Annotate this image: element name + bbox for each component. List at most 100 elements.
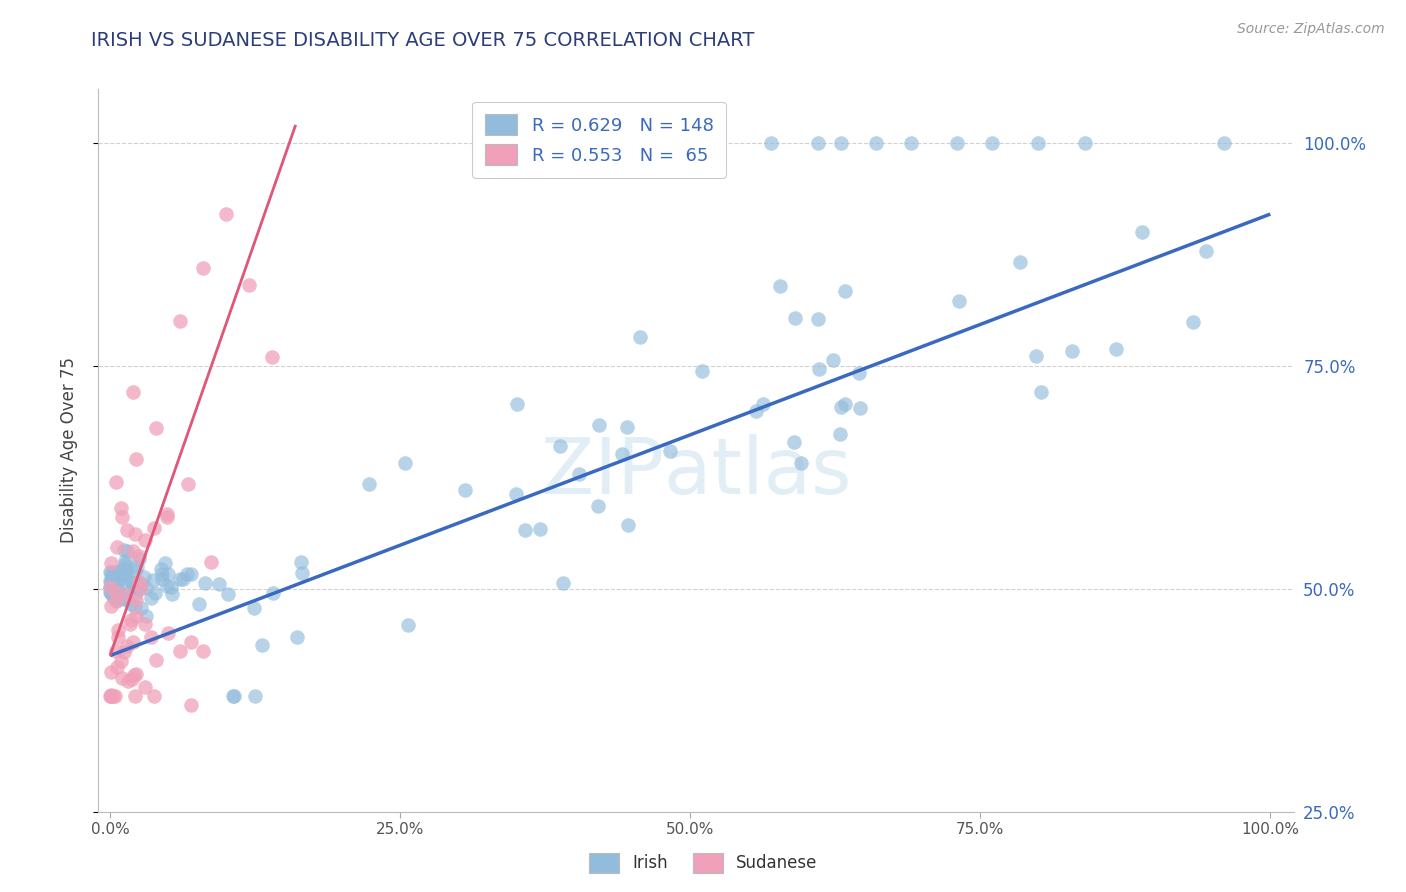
Point [104,575,127,590]
Point [98,574,121,588]
Point [848,401,870,415]
Point [172,572,194,586]
Point [117,639,139,653]
Point [107,564,129,578]
Point [529,522,551,536]
Point [551,575,574,590]
Point [128,549,150,563]
Point [156,579,179,593]
Point [291,566,314,581]
Point [117,674,139,689]
Point [115,543,138,558]
Point [124,581,146,595]
Point [142,520,165,534]
Point [145,421,167,435]
Point [396,617,419,632]
Y-axis label: Disability Age Over 75: Disability Age Over 75 [59,358,77,543]
Point [505,486,527,500]
Point [616,420,638,434]
Point [238,278,260,293]
Point [125,452,148,467]
Point [1025,349,1047,363]
Point [946,136,969,150]
Point [134,617,156,632]
Point [111,564,134,578]
Point [159,580,181,594]
Point [129,600,152,615]
Point [145,586,167,600]
Point [100,599,122,613]
Point [588,418,610,433]
Point [114,588,136,602]
Point [290,555,312,569]
Point [101,581,124,595]
Point [98,689,121,703]
Point [142,574,165,588]
Point [1212,136,1234,150]
Point [135,581,157,595]
Point [150,567,173,582]
Point [1060,344,1083,359]
Point [222,689,245,703]
Legend: R = 0.629   N = 148, R = 0.553   N =  65: R = 0.629 N = 148, R = 0.553 N = 65 [472,102,725,178]
Point [122,385,145,400]
Point [105,594,128,608]
Point [783,435,806,450]
Point [118,616,141,631]
Point [156,507,179,521]
Point [285,630,308,644]
Point [142,689,165,703]
Point [135,608,157,623]
Point [104,591,127,605]
Point [180,635,202,649]
Text: Source: ZipAtlas.com: Source: ZipAtlas.com [1237,22,1385,37]
Point [616,518,638,533]
Point [128,551,150,566]
Point [145,653,167,667]
Legend: Irish, Sudanese: Irish, Sudanese [582,847,824,880]
Point [124,592,146,607]
Point [1105,342,1128,356]
Point [104,644,127,658]
Point [110,501,132,516]
Point [900,136,922,150]
Point [104,689,127,703]
Point [122,668,145,682]
Point [114,553,136,567]
Point [103,566,125,580]
Point [152,572,174,586]
Point [628,329,651,343]
Point [790,456,813,470]
Point [98,584,121,599]
Point [105,589,128,603]
Point [357,476,380,491]
Point [105,582,128,597]
Point [191,260,214,275]
Text: IRISH VS SUDANESE DISABILITY AGE OVER 75 CORRELATION CHART: IRISH VS SUDANESE DISABILITY AGE OVER 75… [91,31,755,50]
Point [188,597,211,611]
Point [112,543,135,558]
Point [752,397,775,411]
Point [830,400,852,414]
Point [177,477,200,491]
Point [180,567,202,582]
Point [115,558,138,573]
Point [104,475,127,489]
Point [100,689,122,703]
Point [191,644,214,658]
Point [128,582,150,597]
Point [122,635,145,649]
Point [117,572,139,586]
Point [176,566,198,581]
Point [568,467,591,481]
Point [100,566,122,581]
Point [101,574,124,588]
Point [139,630,162,644]
Point [112,591,135,605]
Point [834,397,856,411]
Point [114,591,136,606]
Point [169,644,191,658]
Point [659,444,682,458]
Point [111,671,134,685]
Point [180,698,202,712]
